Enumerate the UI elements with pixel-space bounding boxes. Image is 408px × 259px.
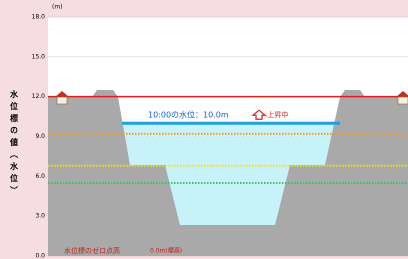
y-tick-label: 6.0 bbox=[35, 173, 45, 180]
y-tick-label: 0.0 bbox=[35, 253, 45, 259]
river-diagram: 水位標の値（水位） (m) 10:00の水位：10.0m :上昇中 水位標のゼロ… bbox=[0, 0, 408, 259]
y-unit: (m) bbox=[52, 4, 63, 11]
zero-value-label: 0.0m(標高) bbox=[150, 247, 182, 255]
y-tick-label: 9.0 bbox=[35, 133, 45, 140]
annotation: 10:00の水位：10.0m bbox=[148, 110, 229, 120]
y-tick-label: 12.0 bbox=[32, 93, 46, 100]
y-tick-label: 3.0 bbox=[35, 213, 45, 220]
trend-label: :上昇中 bbox=[265, 110, 288, 119]
y-tick-label: 18.0 bbox=[32, 14, 46, 21]
y-tick-label: 15.0 bbox=[32, 53, 46, 60]
y-axis-label: 水位標の値（水位） bbox=[9, 89, 19, 198]
zero-label: 水位標のゼロ点高 bbox=[64, 246, 120, 255]
